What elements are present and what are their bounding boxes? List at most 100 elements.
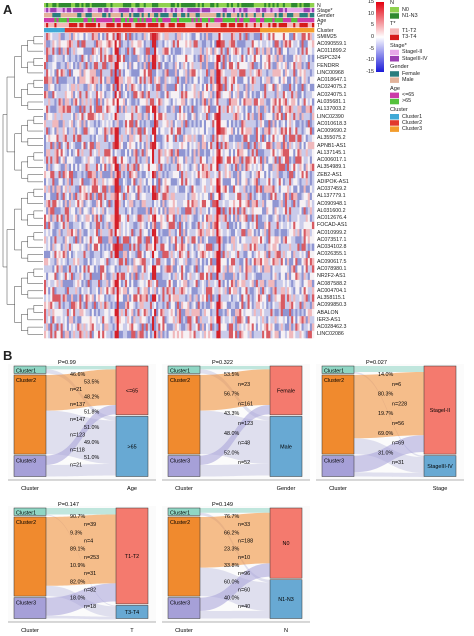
heatmap-cell (143, 178, 147, 186)
annotation-cell (172, 8, 176, 13)
heatmap-cell (243, 120, 246, 128)
heatmap-cell (81, 163, 84, 172)
heatmap-cell (54, 214, 57, 223)
heatmap-cell (91, 69, 95, 77)
heatmap-cell (98, 98, 101, 106)
heatmap-cell (222, 98, 225, 106)
heatmap-cell (268, 98, 271, 106)
heatmap-cell (147, 156, 151, 165)
annotation-cell (87, 3, 90, 8)
heatmap-cell (170, 134, 174, 143)
heatmap-cell (311, 33, 315, 41)
heatmap-cell (199, 243, 203, 252)
heatmap-cell (262, 76, 265, 85)
annotation-cell (260, 18, 263, 23)
heatmap-cell (135, 236, 138, 244)
heatmap-cell (203, 200, 207, 208)
heatmap-cell (98, 127, 101, 135)
heatmap-cell (79, 120, 82, 128)
panel-a-letter: A (3, 2, 13, 17)
heatmap-cell (187, 243, 190, 252)
annotation-cell (291, 18, 294, 23)
heatmap-cell (58, 98, 61, 106)
heatmap-cell (255, 54, 259, 63)
annotation-cell (81, 23, 84, 28)
heatmap-cell (46, 134, 49, 143)
annotation-cell (149, 13, 153, 18)
heatmap-cell (276, 105, 279, 114)
heatmap-cell (102, 91, 105, 99)
heatmap-cell (239, 40, 242, 48)
heatmap-cell (293, 62, 296, 70)
annotation-cell (176, 28, 180, 33)
heatmap-cell (228, 127, 232, 135)
heatmap-cell (210, 243, 213, 252)
annotation-cell (58, 8, 61, 13)
heatmap-cell (189, 200, 192, 208)
heatmap-cell (214, 112, 217, 121)
heatmap-cell (85, 98, 88, 106)
heatmap-cell (139, 258, 142, 266)
annotation-cell (89, 3, 93, 8)
heatmap-cell (110, 33, 113, 41)
heatmap-cell (222, 250, 225, 259)
heatmap-cell (93, 91, 97, 99)
heatmap-cell (89, 229, 93, 237)
annotation-cell (311, 28, 315, 33)
annotation-cell (141, 13, 144, 18)
heatmap-cell (73, 91, 76, 99)
heatmap-cell (95, 120, 99, 128)
annotation-cell (284, 28, 288, 33)
heatmap-cell (297, 200, 300, 208)
heatmap-cell (255, 91, 259, 99)
heatmap-cell (299, 221, 302, 230)
heatmap-cell (228, 163, 232, 172)
annotation-cell (291, 23, 294, 28)
heatmap-cell (287, 156, 290, 165)
heatmap-cell (176, 200, 180, 208)
heatmap-cell (230, 149, 234, 157)
heatmap-cell (220, 62, 223, 70)
heatmap-cell (174, 214, 178, 223)
heatmap-cell (201, 229, 205, 237)
heatmap-cell (264, 221, 267, 230)
heatmap-cell (147, 83, 151, 92)
heatmap-cell (287, 69, 290, 77)
heatmap-cell (147, 258, 151, 266)
heatmap-cell (102, 178, 105, 186)
heatmap-cell (212, 156, 215, 165)
annotation-cell (183, 3, 186, 8)
heatmap-cell (73, 54, 76, 63)
heatmap-cell (141, 250, 144, 259)
heatmap-cell (297, 178, 300, 186)
heatmap-cell (64, 258, 68, 266)
heatmap-cell (193, 243, 196, 252)
heatmap-cell (203, 134, 207, 143)
heatmap-cell (305, 250, 309, 259)
heatmap-cell (110, 54, 113, 63)
heatmap-cell (206, 156, 209, 165)
heatmap-cell (129, 149, 132, 157)
heatmap-cell (197, 192, 201, 201)
heatmap-cell (195, 192, 198, 201)
heatmap-cell (191, 236, 194, 244)
heatmap-cell (249, 229, 252, 237)
heatmap-cell (266, 236, 269, 244)
heatmap-cell (81, 221, 84, 230)
annotation-cell (112, 13, 115, 18)
annotation-cell (228, 18, 232, 23)
heatmap-cell (156, 221, 159, 230)
annotation-cell (224, 8, 228, 13)
heatmap-cell (52, 141, 55, 150)
heatmap-cell (276, 214, 279, 223)
heatmap-cell (189, 149, 192, 157)
heatmap-cell (235, 156, 238, 165)
heatmap-cell (147, 221, 151, 230)
heatmap-cell (287, 54, 290, 63)
heatmap-cell (116, 40, 120, 48)
heatmap-cell (191, 33, 194, 41)
heatmap-cell (149, 69, 153, 77)
heatmap-cell (44, 127, 47, 135)
heatmap-cell (201, 214, 205, 223)
heatmap-cell (309, 105, 313, 114)
